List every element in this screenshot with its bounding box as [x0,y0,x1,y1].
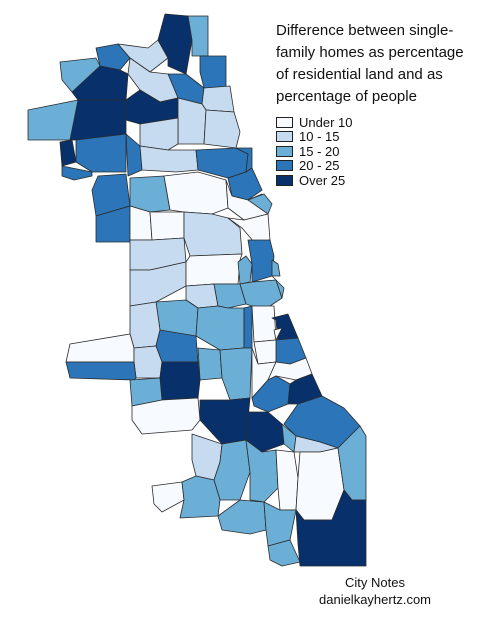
community-area [273,327,283,341]
community-area [185,253,243,287]
community-area [201,85,235,113]
community-area [275,449,299,511]
community-area [159,361,201,401]
community-area [203,109,241,149]
legend-label: 20 - 25 [299,158,340,174]
community-area [183,211,243,257]
community-area [219,347,253,401]
community-area [177,97,207,145]
community-area [271,259,281,277]
legend-label: 15 - 20 [299,143,340,159]
community-area [197,347,223,381]
community-area [139,145,199,173]
legend-swatch [276,160,293,172]
community-area [187,15,209,57]
community-area [179,475,221,519]
community-area [251,375,291,413]
legend-swatch [276,116,293,128]
community-area [217,499,267,535]
community-area [251,305,277,343]
community-area [61,165,93,181]
title-line: percentage of people [276,88,417,105]
legend-label: Over 25 [299,172,346,188]
legend-swatch [276,145,293,157]
legend-item: Over 25 [276,173,352,188]
community-area [65,333,135,363]
community-area [131,397,201,435]
legend-label: 10 - 15 [299,129,340,145]
legend-item: Under 10 [276,115,352,130]
legend-swatch [276,131,293,143]
community-area [199,397,251,445]
legend-swatch [276,174,293,186]
credit-line: danielkayhertz.com [319,592,431,607]
community-area [65,361,137,381]
credit: City Notes danielkayhertz.com [300,574,450,608]
community-area [27,99,79,141]
community-area [243,305,253,349]
title-line: family homes as percentage [276,44,464,61]
community-area [239,279,283,311]
community-area [139,117,179,151]
community-area [129,301,161,349]
legend-item: 15 - 20 [276,144,352,159]
credit-line: City Notes [345,575,405,590]
community-area [247,239,275,283]
community-area [295,489,367,567]
community-area [237,255,253,285]
community-area [163,171,229,215]
map-title: Difference between single- family homes … [276,20,471,108]
legend-item: 10 - 15 [276,129,352,145]
community-area [129,175,171,213]
community-area [271,275,285,299]
community-area [59,139,77,167]
community-area [69,99,127,141]
community-area [195,305,245,351]
community-area [253,339,277,365]
community-area [245,439,279,503]
community-area [157,13,193,75]
community-area [151,481,185,513]
title-line: Difference between single- [276,22,454,39]
legend-label: Under 10 [299,114,353,130]
community-area [213,283,247,309]
community-area [95,43,131,71]
community-area [267,539,301,567]
community-area [247,193,273,215]
community-area [149,211,185,241]
community-area [133,345,163,379]
legend-item: 20 - 25 [276,158,352,174]
community-area [199,55,227,89]
legend: Under 10 10 - 15 15 - 20 20 - 25 Over 25 [276,115,352,188]
community-area [75,133,127,173]
title-line: of residential land and as [276,66,443,83]
